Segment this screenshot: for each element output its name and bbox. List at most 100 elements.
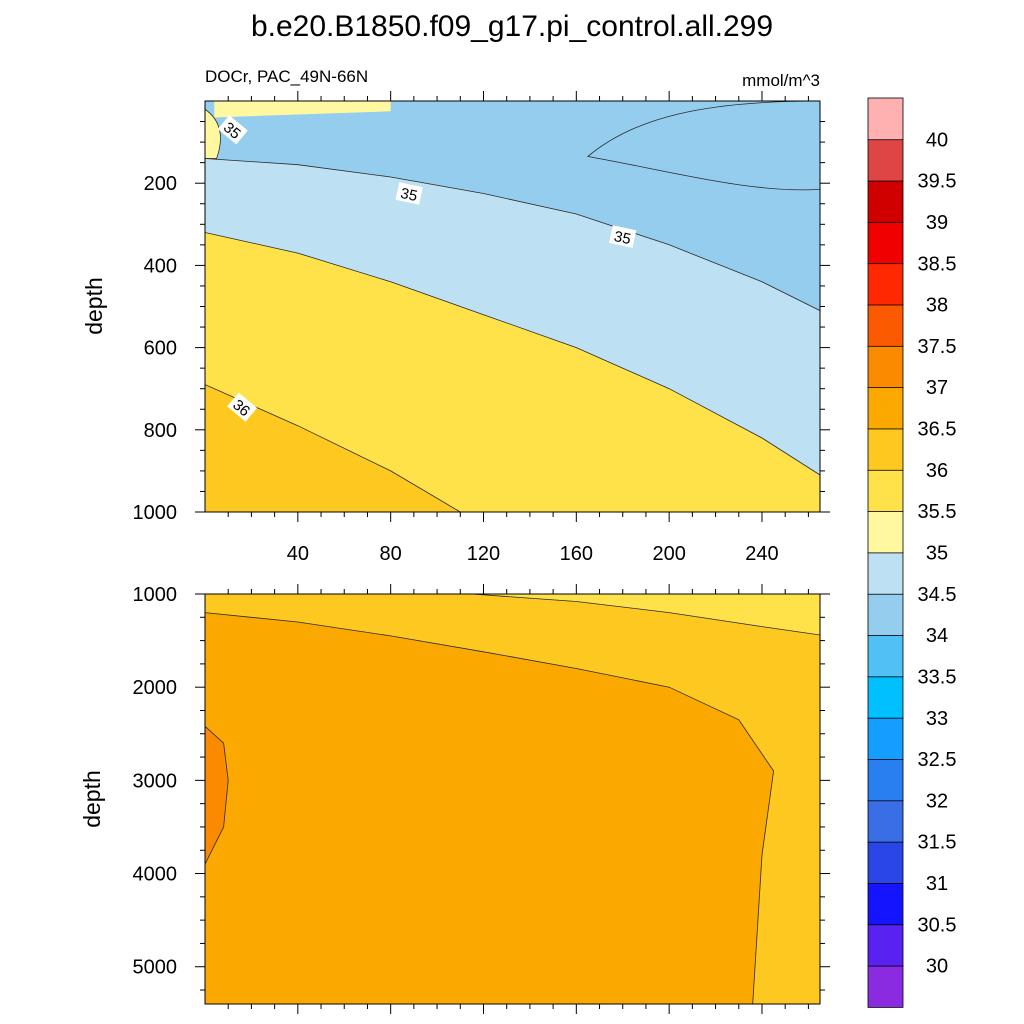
upper-fill-36	[205, 384, 461, 512]
colorbar-swatch	[867, 510, 904, 554]
lower-panel: 1000 2000 3000 4000 5000	[133, 584, 830, 1014]
variable-region-label: DOCr, PAC_49N-66N	[205, 67, 368, 86]
colorbar-label: 39	[926, 212, 948, 234]
lower-panel-ticks: 1000 2000 3000 4000 5000	[133, 584, 830, 1014]
colorbar-label: 40	[926, 129, 948, 151]
colorbar-label: 32	[926, 790, 948, 812]
upper-contour-35.5	[205, 232, 820, 476]
colorbar-swatch	[867, 965, 904, 1008]
colorbar-swatch	[867, 717, 904, 760]
lower-panel-frame	[204, 593, 821, 1005]
colorbar-swatch	[867, 676, 904, 719]
x-tick-label: 240	[745, 543, 778, 565]
colorbar-swatch	[867, 221, 904, 265]
colorbar-swatch	[867, 841, 904, 884]
colorbar-swatch	[867, 97, 904, 141]
colorbar-swatch	[867, 304, 904, 347]
lower-depth-axis-label: depth	[79, 770, 105, 828]
colorbar-label: 36	[926, 460, 948, 482]
lower-panel-contour-lines	[205, 594, 820, 1004]
lower-fill-36.5	[205, 612, 774, 1004]
upper-panel-ticks: 200 400 600 800 1000	[133, 91, 830, 524]
contour-label-bg-2	[609, 225, 637, 248]
colorbar-swatch	[867, 758, 904, 802]
colorbar-label: 37	[926, 377, 948, 399]
contour-label-text-2: 35	[612, 228, 632, 248]
contour-label-bg-1	[395, 182, 423, 205]
colorbar-swatch	[867, 593, 904, 636]
colorbar-label: 30.5	[918, 914, 957, 936]
colorbar-label: 33	[926, 708, 948, 730]
upper-ytick-label: 400	[144, 255, 177, 277]
colorbar-label: 34	[926, 625, 948, 647]
colorbar-label: 33.5	[918, 667, 957, 689]
colorbar-swatch	[867, 923, 904, 967]
contour-label-2: 35	[609, 225, 637, 248]
upper-panel-fills	[205, 101, 820, 512]
upper-fill-34-patch-right	[587, 101, 820, 191]
colorbar-swatch	[867, 428, 904, 471]
colorbar-swatch	[867, 552, 904, 595]
contour-label-3: 36	[227, 392, 258, 422]
contour-label-bg-3	[227, 392, 258, 422]
lower-ytick-label: 3000	[133, 770, 178, 792]
x-tick-label: 160	[560, 543, 593, 565]
colorbar-label: 32.5	[918, 749, 957, 771]
contour-label-bg-0	[217, 115, 248, 145]
lower-ytick-label: 4000	[133, 864, 178, 886]
upper-ytick-label: 200	[144, 173, 177, 195]
chart-title: b.e20.B1850.f09_g17.pi_control.all.299	[251, 10, 773, 43]
contour-label-0: 35	[217, 115, 248, 145]
upper-depth-axis-label: depth	[81, 277, 107, 335]
lower-contour-36.5	[205, 612, 775, 1004]
upper-panel-contour-labels: 35 35 35 36	[217, 115, 637, 422]
colorbar-label: 37.5	[918, 336, 957, 358]
colorbar-label: 38.5	[918, 253, 957, 275]
colorbar-swatch	[867, 345, 904, 389]
lower-contour-36	[471, 594, 820, 636]
lower-ytick-label: 1000	[133, 584, 178, 606]
lower-ytick-label: 5000	[133, 957, 178, 979]
colorbar-label: 34.5	[918, 584, 957, 606]
x-tick-label: 120	[467, 543, 500, 565]
contour-label-text-1: 35	[399, 185, 419, 205]
x-tick-label: 80	[380, 543, 402, 565]
colorbar-label: 31.5	[918, 832, 957, 854]
colorbar-label: 38	[926, 295, 948, 317]
upper-fill-35-patch-left	[205, 108, 221, 159]
colorbar-swatch	[867, 262, 904, 306]
upper-ytick-label: 600	[144, 338, 177, 360]
upper-fill-35-patch-top	[214, 101, 391, 118]
x-tick-label: 40	[287, 543, 309, 565]
upper-contour-34.5	[205, 158, 820, 311]
lower-fill-37	[205, 726, 229, 865]
lower-panel-fills	[205, 594, 820, 1004]
colorbar-label: 36.5	[918, 419, 957, 441]
colorbar: 30 30.5 31 31.5 32 32.5 33 33.5 34 34.5 35 35.5 36 36…	[867, 97, 957, 1008]
colorbar-label: 35.5	[918, 501, 957, 523]
colorbar-swatch	[867, 138, 904, 182]
colorbar-swatch	[867, 634, 904, 678]
colorbar-label: 35	[926, 543, 948, 565]
upper-panel-frame	[204, 100, 821, 513]
lower-contour-37	[205, 726, 229, 865]
lower-ytick-label: 2000	[133, 677, 178, 699]
upper-ytick-label: 800	[144, 420, 177, 442]
upper-fill-35.5	[205, 232, 820, 512]
units-label: mmol/m^3	[742, 71, 820, 90]
x-tick-labels: 40 80 120 160 200 240	[287, 543, 779, 565]
upper-ytick-label: 1000	[133, 502, 178, 524]
colorbar-swatch	[867, 469, 904, 512]
colorbar-swatch	[867, 180, 904, 223]
colorbar-label: 39.5	[918, 171, 957, 193]
colorbar-label: 30	[926, 956, 948, 978]
colorbar-swatch	[867, 386, 904, 430]
contour-label-1: 35	[395, 182, 423, 205]
colorbar-swatch	[867, 882, 904, 926]
upper-panel: 35 35 35 36 200 400 600 800 1000	[133, 91, 830, 524]
colorbar-label: 31	[926, 873, 948, 895]
colorbar-swatch	[867, 800, 904, 843]
x-tick-label: 200	[652, 543, 685, 565]
